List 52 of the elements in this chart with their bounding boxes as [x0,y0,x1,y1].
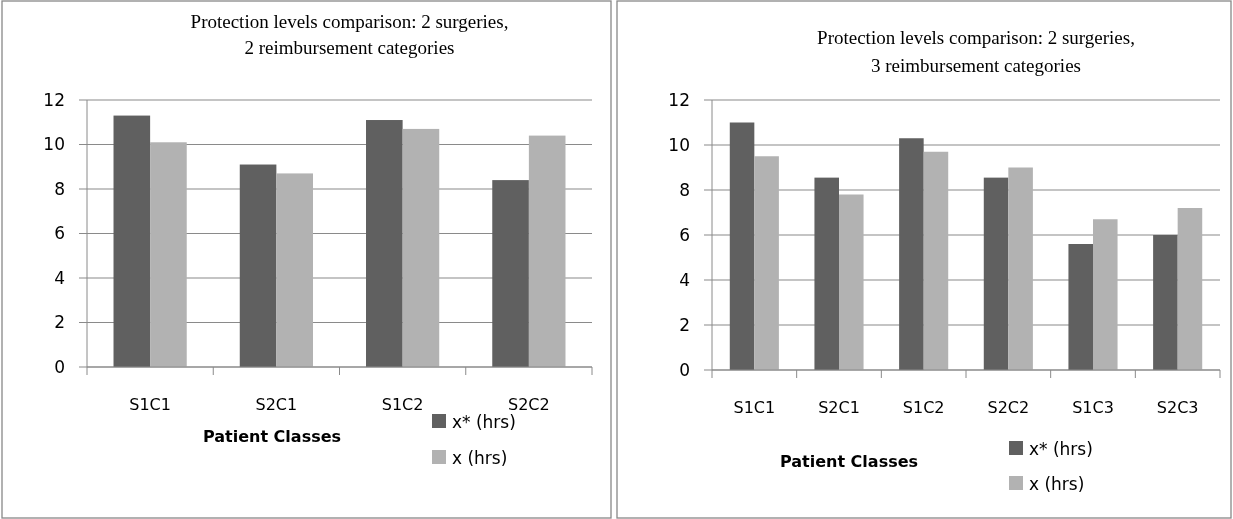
y-tick-label: 0 [679,359,690,380]
y-tick-label: 8 [54,178,65,199]
bar [899,138,924,370]
y-tick-label: 4 [54,267,65,288]
x-tick-label: S2C1 [818,398,860,417]
y-tick-label: 10 [43,134,65,155]
bar [1068,244,1093,370]
x-tick-label: S2C3 [1156,398,1199,417]
bar [729,122,755,370]
y-tick-label: 0 [54,356,65,377]
y-tick-label: 6 [679,224,690,245]
y-tick-label: 12 [668,89,690,110]
x-axis-title: Patient Classes [779,452,919,471]
bar [754,156,779,370]
y-tick-label: 4 [679,269,690,290]
y-tick-label: 6 [54,223,65,244]
bar [1093,219,1118,370]
x-tick-label: S2C1 [255,395,298,414]
bar [1153,235,1178,370]
bar [1008,167,1033,370]
bar [150,142,187,367]
legend-label: x (hrs) [1029,474,1085,494]
x-tick-label: S1C2 [381,395,424,414]
bar [528,135,566,367]
y-tick-label: 2 [54,312,65,333]
chart-title: Protection levels comparison: 2 surgeries, 3 reimbursement categories [817,27,1135,76]
y-tick-label: 12 [43,89,65,110]
x-tick-label: S1C1 [733,398,776,417]
x-tick-label: S2C2 [987,398,1030,417]
bar [239,164,277,367]
legend-label: x* (hrs) [1029,439,1093,459]
x-axis-title: Patient Classes [202,427,342,446]
bar [113,115,151,367]
bar [402,128,440,367]
bar [839,194,864,370]
y-tick-label: 8 [679,179,690,200]
chart-title: Protection levels comparison: 2 surgeries, 2 reimbursement categories [190,11,509,58]
x-tick-label: S2C2 [508,395,550,414]
bar [492,180,529,367]
legend-label: x* (hrs) [452,412,516,432]
y-tick-label: 2 [679,314,690,335]
bar [276,173,313,367]
x-tick-label: S1C1 [129,395,171,414]
bar [366,120,403,367]
legend-label: x (hrs) [452,448,508,468]
x-tick-label: S1C2 [902,398,945,417]
bar [923,151,949,370]
x-tick-label: S1C3 [1072,398,1114,417]
y-tick-label: 10 [668,134,690,155]
bar [1177,208,1203,370]
bar [814,177,839,370]
bar [983,177,1009,370]
